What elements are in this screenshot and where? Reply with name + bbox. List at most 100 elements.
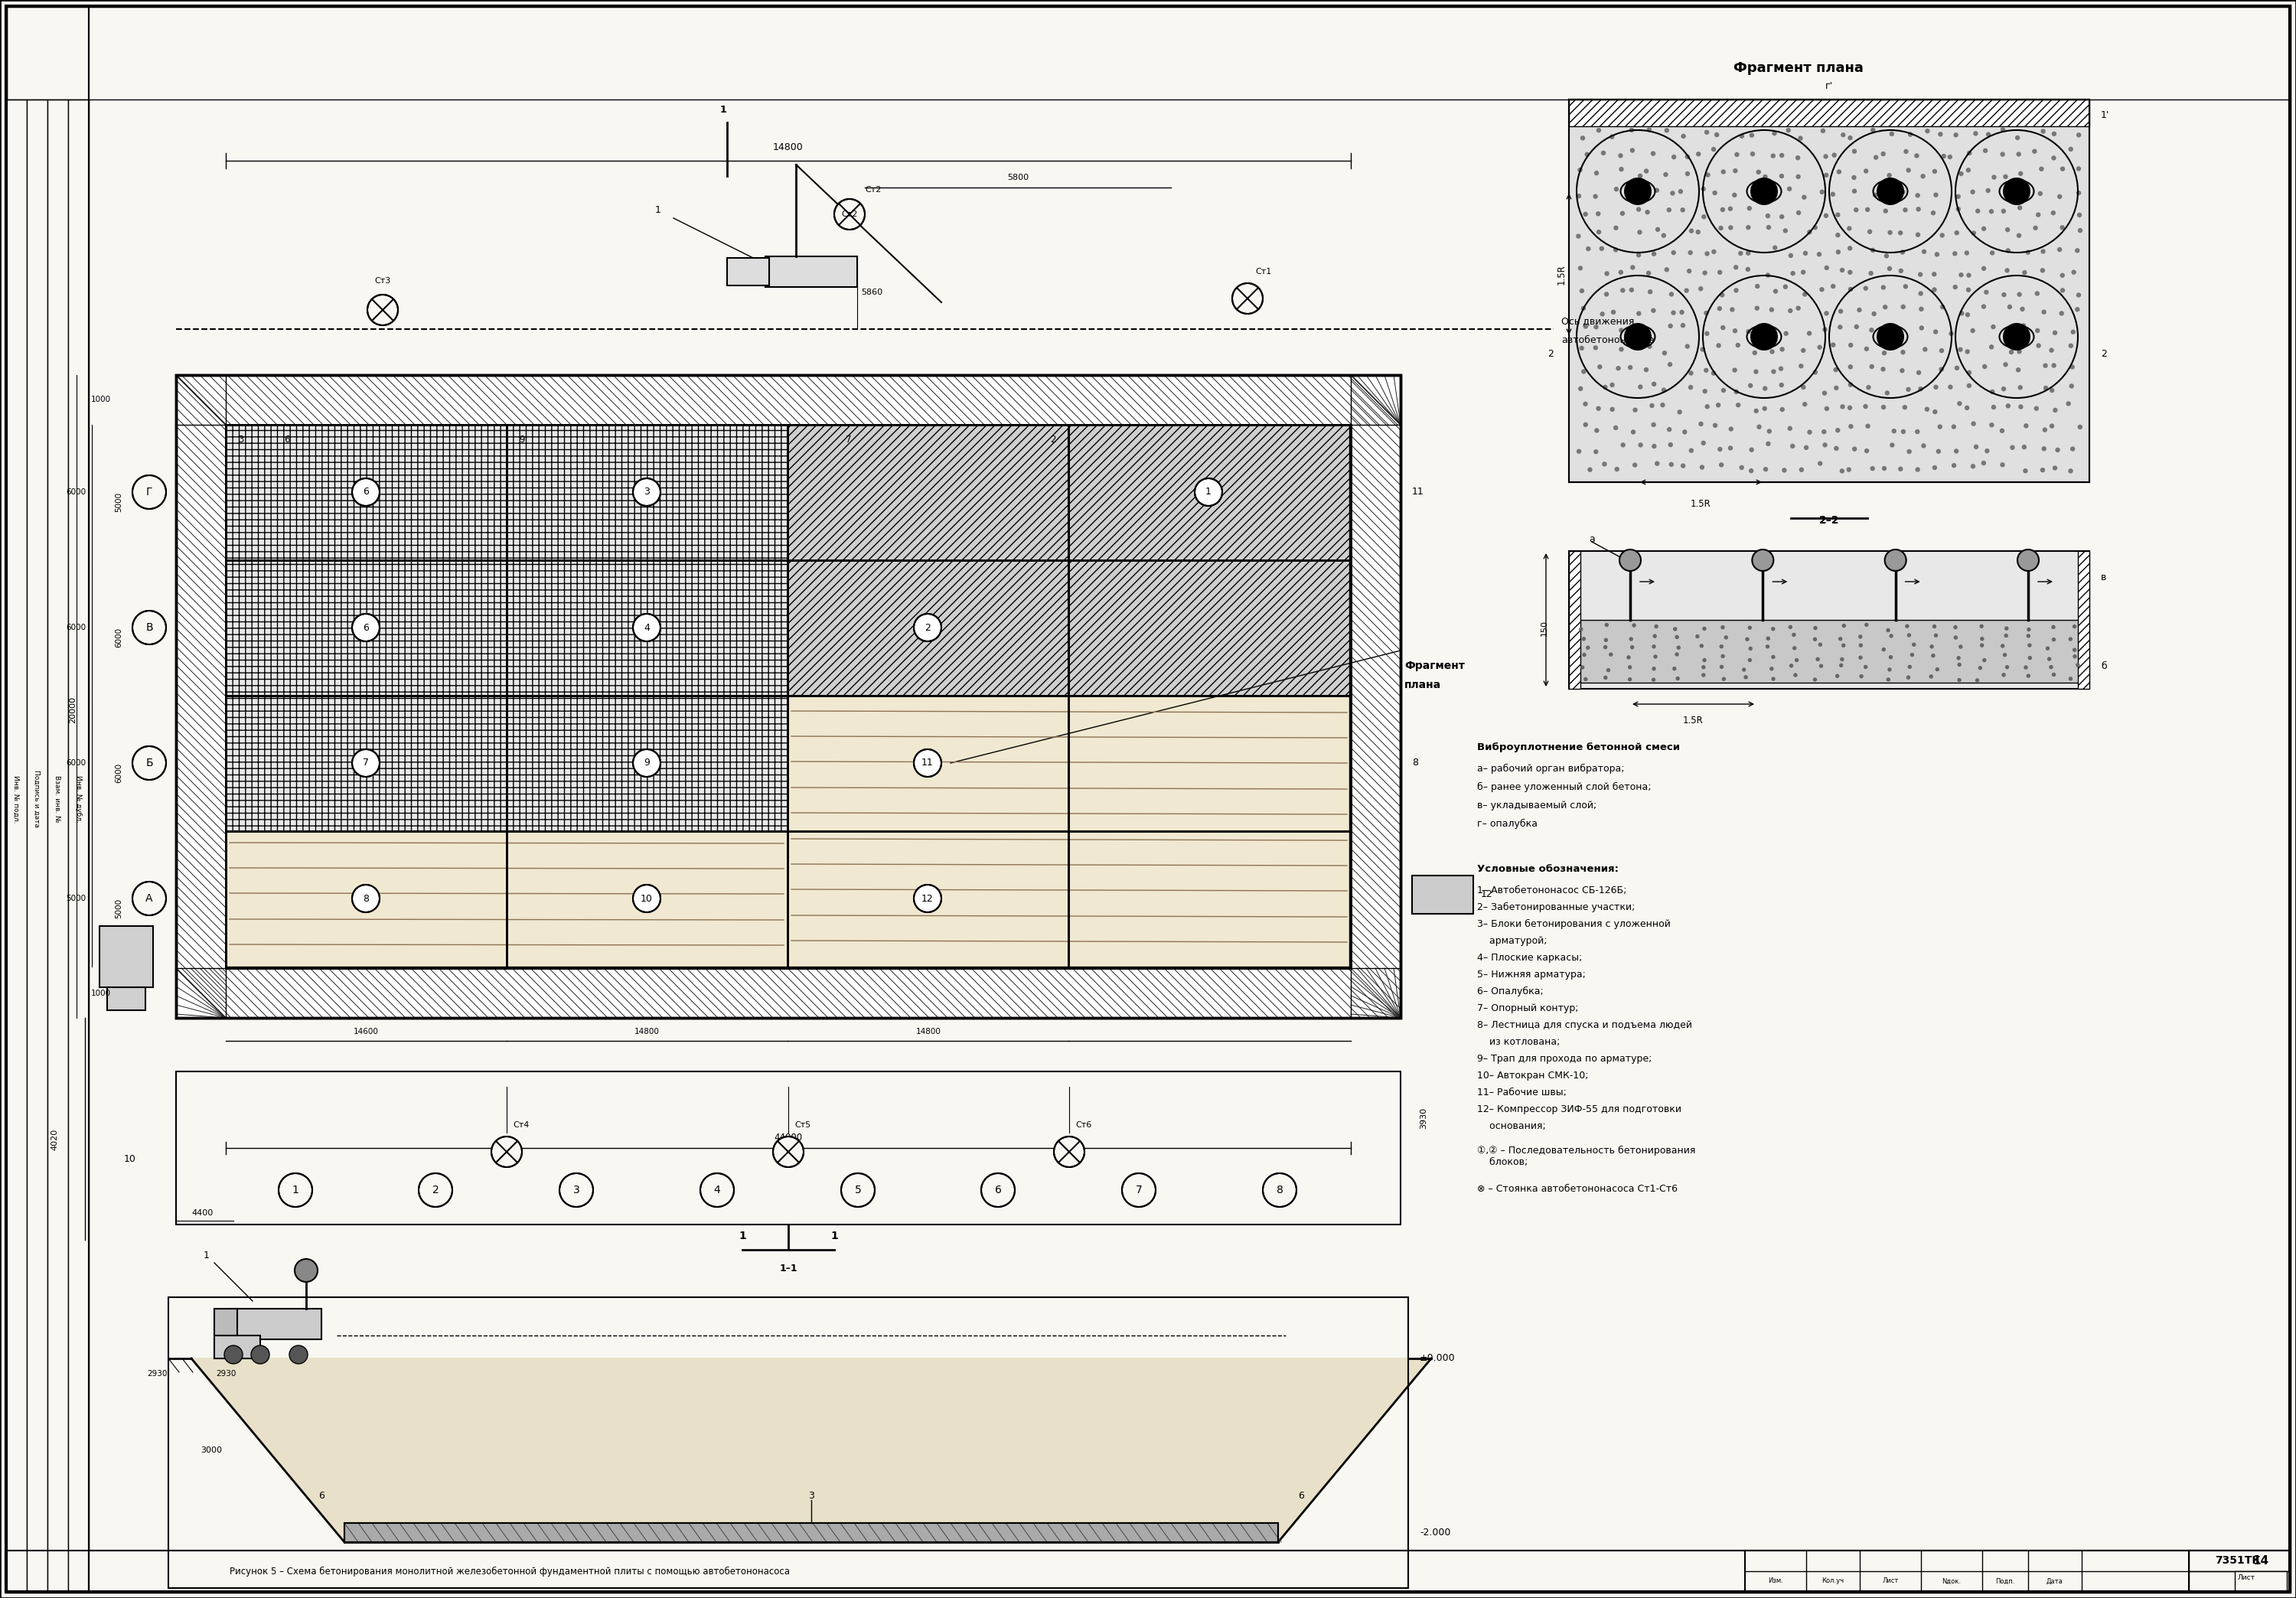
- Circle shape: [2057, 195, 2062, 198]
- Circle shape: [2027, 657, 2032, 660]
- Circle shape: [1756, 169, 1761, 174]
- Circle shape: [1887, 628, 1890, 631]
- Circle shape: [1954, 284, 1956, 289]
- Circle shape: [1750, 133, 1754, 137]
- Circle shape: [1832, 153, 1837, 157]
- Circle shape: [1839, 470, 1844, 473]
- Text: 2: 2: [432, 1184, 439, 1195]
- Circle shape: [1931, 211, 1936, 214]
- Circle shape: [2043, 387, 2048, 390]
- Circle shape: [1802, 403, 1807, 406]
- Circle shape: [2023, 270, 2027, 275]
- Circle shape: [1837, 249, 1839, 254]
- Circle shape: [1979, 625, 1984, 628]
- Circle shape: [1853, 447, 1857, 451]
- Circle shape: [1802, 270, 1805, 275]
- Circle shape: [1766, 225, 1770, 229]
- Circle shape: [1766, 646, 1770, 649]
- Circle shape: [1867, 385, 1871, 390]
- Text: А: А: [145, 893, 154, 904]
- Bar: [177, 376, 1401, 1018]
- Circle shape: [1869, 272, 1874, 275]
- Circle shape: [1933, 465, 1936, 470]
- Circle shape: [2053, 157, 2055, 160]
- Circle shape: [1954, 449, 1958, 454]
- Circle shape: [1908, 449, 1910, 454]
- Circle shape: [1883, 305, 1887, 308]
- Circle shape: [1864, 169, 1869, 173]
- Text: 5– Нижняя арматура;: 5– Нижняя арматура;: [1476, 970, 1587, 980]
- Circle shape: [2041, 310, 2046, 313]
- Circle shape: [1614, 187, 1619, 192]
- Circle shape: [1773, 369, 1775, 374]
- Text: 1: 1: [721, 105, 726, 115]
- Circle shape: [1632, 623, 1635, 626]
- Circle shape: [1848, 246, 1853, 251]
- Circle shape: [1984, 291, 1988, 294]
- Circle shape: [1763, 174, 1768, 179]
- Circle shape: [1722, 388, 1724, 392]
- Circle shape: [1628, 666, 1632, 668]
- Circle shape: [2000, 463, 2004, 467]
- Circle shape: [1956, 195, 1961, 198]
- Bar: [1745, 1550, 2289, 1592]
- Circle shape: [1701, 673, 1706, 676]
- Circle shape: [1688, 251, 1692, 254]
- Circle shape: [1871, 128, 1876, 133]
- Circle shape: [1720, 208, 1724, 211]
- Bar: [1568, 99, 2089, 483]
- Circle shape: [2053, 625, 2055, 628]
- Circle shape: [1975, 679, 1979, 682]
- Circle shape: [1887, 678, 1890, 681]
- Circle shape: [1933, 169, 1936, 173]
- Circle shape: [1733, 169, 1738, 173]
- Circle shape: [1936, 668, 1938, 671]
- Circle shape: [1711, 371, 1715, 376]
- Circle shape: [1603, 462, 1607, 467]
- Text: 11: 11: [921, 757, 934, 769]
- Circle shape: [1630, 265, 1635, 270]
- Circle shape: [1823, 328, 1828, 331]
- Text: 8– Лестница для спуска и подъема людей: 8– Лестница для спуска и подъема людей: [1476, 1020, 1692, 1031]
- Circle shape: [1747, 206, 1752, 211]
- Circle shape: [1938, 133, 1942, 136]
- Text: из котлована;: из котлована;: [1476, 1037, 1559, 1047]
- Circle shape: [2041, 249, 2046, 254]
- Circle shape: [1818, 462, 1823, 465]
- Circle shape: [1754, 307, 1759, 310]
- Circle shape: [1733, 265, 1738, 268]
- Text: 44000: 44000: [774, 1133, 804, 1143]
- Circle shape: [1899, 268, 1903, 273]
- Circle shape: [1628, 678, 1632, 681]
- Circle shape: [1839, 310, 1844, 313]
- Bar: [7, 99, 28, 1592]
- Circle shape: [1745, 267, 1750, 272]
- Text: 6: 6: [285, 435, 289, 444]
- Circle shape: [1942, 155, 1945, 158]
- Circle shape: [2073, 649, 2076, 652]
- Text: Лист: Лист: [1883, 1577, 1899, 1585]
- Circle shape: [1988, 209, 1993, 214]
- Text: 5000: 5000: [115, 898, 122, 919]
- Circle shape: [1991, 423, 1993, 427]
- Circle shape: [1580, 289, 1584, 292]
- Bar: [225, 425, 788, 831]
- Text: ⊗ – Стоянка автобетононасоса Ст1-Ст6: ⊗ – Стоянка автобетононасоса Ст1-Ст6: [1476, 1184, 1678, 1194]
- Circle shape: [1630, 128, 1632, 133]
- Text: 3– Блоки бетонирования с уложенной: 3– Блоки бетонирования с уложенной: [1476, 919, 1671, 928]
- Circle shape: [1922, 249, 1926, 254]
- Circle shape: [1683, 430, 1688, 435]
- Circle shape: [1681, 134, 1685, 137]
- Circle shape: [1883, 209, 1887, 213]
- Circle shape: [2011, 446, 2014, 449]
- Circle shape: [1752, 152, 1754, 157]
- Circle shape: [1605, 292, 1609, 296]
- Circle shape: [1779, 153, 1784, 157]
- Circle shape: [1793, 647, 1795, 650]
- Circle shape: [1637, 230, 1642, 235]
- Circle shape: [1938, 425, 1942, 428]
- Circle shape: [1697, 634, 1699, 638]
- Circle shape: [1841, 268, 1844, 272]
- Circle shape: [2060, 312, 2064, 315]
- Circle shape: [1701, 666, 1706, 668]
